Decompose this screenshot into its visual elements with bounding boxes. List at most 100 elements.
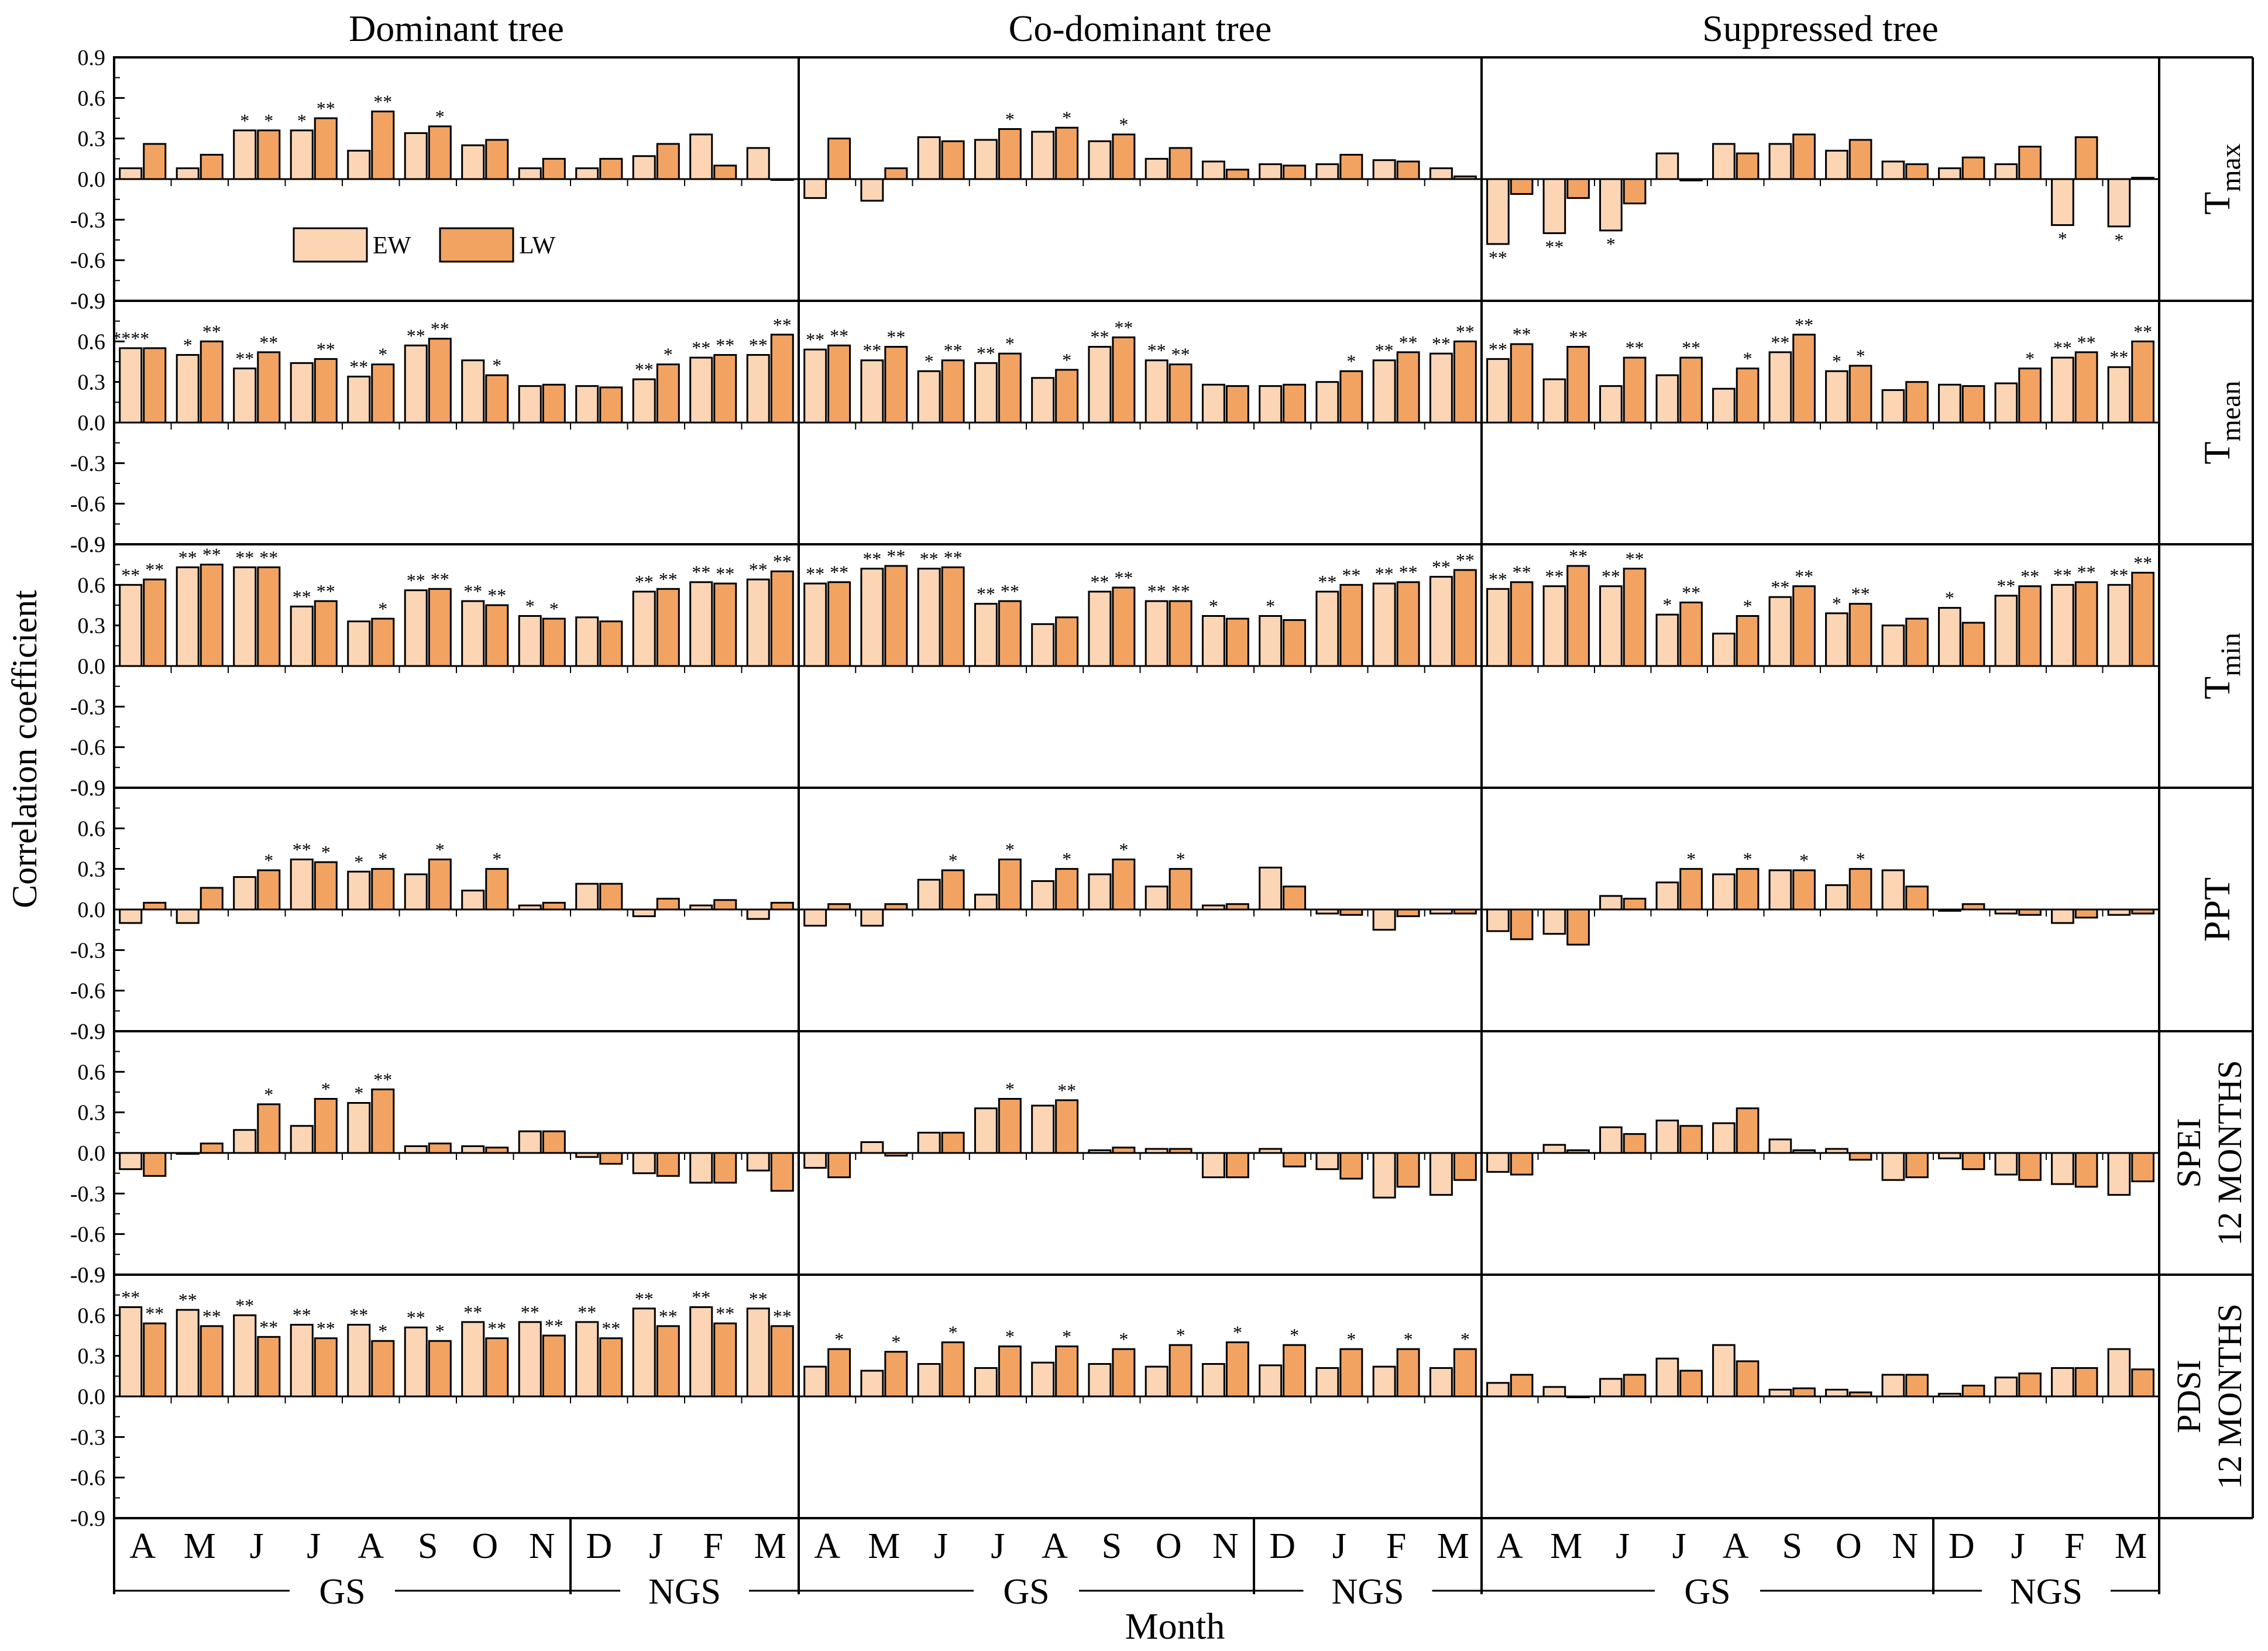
season-label-gs: GS: [319, 1572, 365, 1612]
lw-significance-label: **: [1569, 545, 1587, 567]
ew-bar: [1259, 1364, 1283, 1398]
lw-significance-label: **: [259, 1316, 278, 1337]
ew-bar: [974, 139, 998, 180]
lw-bar: [770, 1152, 794, 1192]
lw-bar: [941, 359, 965, 424]
ew-bar: [290, 129, 314, 180]
ew-bar: [1145, 1148, 1169, 1154]
lw-bar: [1510, 178, 1534, 195]
ew-significance-label: *: [1832, 351, 1841, 372]
ew-bar: [632, 378, 656, 424]
ew-significance-label: **: [1318, 571, 1336, 592]
ew-significance-label: *: [1266, 595, 1275, 616]
month-label: A: [129, 1526, 156, 1566]
lw-significance-label: *: [1005, 1326, 1015, 1347]
ew-bar: [689, 1306, 713, 1398]
ew-bar: [1486, 178, 1510, 245]
ew-bar: [1938, 1392, 1961, 1398]
ew-bar: [1938, 167, 1961, 180]
lw-significance-label: *: [378, 598, 387, 619]
lw-bar: [1112, 586, 1136, 667]
lw-bar: [1453, 1348, 1477, 1398]
ew-significance-label: *: [1832, 593, 1841, 614]
ew-bar: [1599, 895, 1623, 911]
lw-bar: [2131, 1368, 2154, 1398]
lw-bar: [713, 1152, 737, 1184]
ew-bar: [689, 581, 713, 667]
month-label: M: [868, 1526, 900, 1566]
ew-bar: [632, 1307, 656, 1398]
month-label: F: [2064, 1526, 2084, 1566]
lw-significance-label: **: [1456, 550, 1475, 571]
lw-bar: [2074, 351, 2098, 424]
ew-bar: [176, 1152, 200, 1155]
lw-bar: [827, 903, 851, 911]
lw-bar: [941, 1341, 965, 1398]
y-tick-label: 0.3: [78, 857, 106, 882]
ew-bar: [347, 149, 371, 180]
lw-bar: [1792, 1149, 1816, 1154]
ew-bar: [1486, 908, 1510, 932]
ew-bar: [1145, 885, 1169, 911]
lw-bar: [542, 901, 566, 911]
lw-bar: [1283, 1152, 1307, 1168]
lw-bar: [1566, 1149, 1590, 1154]
lw-significance-label: **: [1114, 567, 1133, 588]
row-label: SPEI: [2170, 1118, 2208, 1187]
row-label: PDSI: [2170, 1360, 2208, 1433]
row-label-period: 12 MONTHS: [2211, 1303, 2249, 1489]
lw-bar: [1283, 619, 1307, 667]
ew-bar: [1881, 1152, 1905, 1181]
month-label: A: [1497, 1526, 1523, 1566]
lw-significance-label: **: [830, 325, 848, 346]
lw-significance-label: **: [2077, 332, 2096, 353]
lw-bar: [2074, 136, 2098, 180]
lw-bar: [1792, 585, 1816, 667]
lw-significance-label: *: [1856, 345, 1865, 366]
ew-bar: [575, 1321, 599, 1398]
lw-bar: [2018, 1152, 2042, 1181]
ew-significance-label: **: [407, 570, 425, 591]
lw-bar: [998, 1098, 1022, 1154]
ew-bar: [1881, 160, 1905, 180]
lw-significance-label: *: [1119, 114, 1128, 135]
lw-bar: [1848, 1391, 1872, 1398]
lw-bar: [200, 564, 224, 667]
ew-bar: [290, 1125, 314, 1154]
ew-significance-label: **: [1771, 576, 1789, 598]
ew-bar: [1031, 623, 1055, 667]
ew-bar: [1145, 359, 1169, 424]
ew-significance-label: **: [178, 1289, 197, 1310]
y-tick-label: 0.3: [78, 1344, 106, 1369]
ew-bar: [974, 362, 998, 424]
month-label: D: [1949, 1526, 1975, 1566]
y-tick-label: 0.0: [78, 167, 106, 192]
lw-bar: [1510, 908, 1534, 941]
ew-bar: [347, 870, 371, 911]
lw-bar: [314, 117, 338, 180]
lw-significance-label: **: [1682, 337, 1700, 358]
lw-bar: [257, 566, 281, 667]
lw-bar: [371, 868, 395, 911]
lw-bar: [485, 1147, 509, 1154]
lw-significance-label: **: [1057, 1080, 1076, 1101]
ew-bar: [1655, 1120, 1679, 1154]
ew-bar: [1429, 575, 1453, 667]
ew-bar: [347, 375, 371, 424]
month-label: J: [934, 1526, 948, 1566]
ew-bar: [1088, 140, 1112, 180]
ew-bar: [119, 1152, 143, 1171]
ew-bar: [1542, 1386, 1566, 1398]
month-label: A: [1723, 1526, 1749, 1566]
lw-significance-label: **: [373, 1069, 392, 1090]
lw-significance-label: *: [1062, 849, 1071, 870]
lw-bar: [1396, 160, 1420, 180]
y-tick-label: 0.6: [78, 329, 106, 354]
lw-significance-label: **: [1513, 562, 1531, 583]
lw-significance-label: **: [659, 568, 678, 589]
lw-bar: [1792, 334, 1816, 424]
lw-bar: [1961, 1152, 1985, 1171]
ew-bar: [1825, 149, 1848, 180]
ew-bar: [404, 873, 428, 911]
ew-bar: [1712, 387, 1736, 424]
